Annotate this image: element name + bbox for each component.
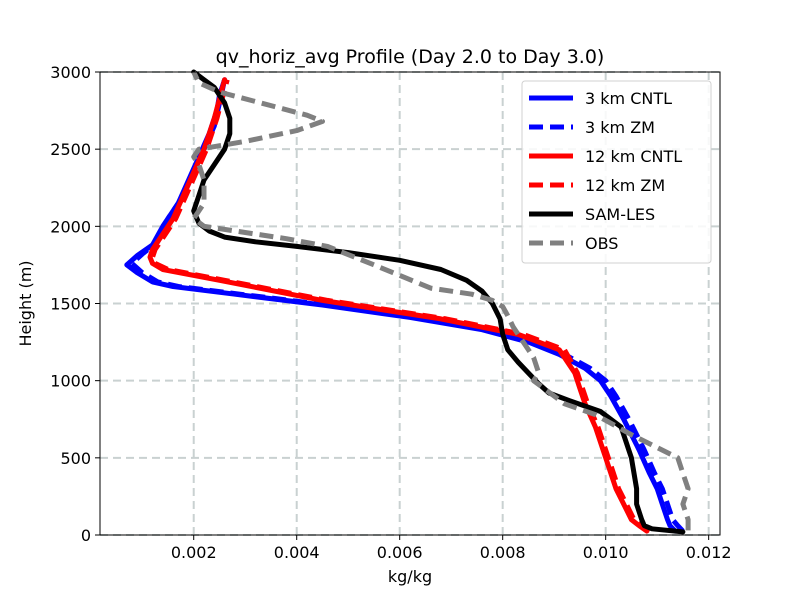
x-tick-label: 0.004 (274, 543, 320, 562)
x-axis-label: kg/kg (388, 567, 432, 586)
x-tick-label: 0.012 (686, 543, 732, 562)
x-tick-label: 0.010 (583, 543, 629, 562)
plot-series (124, 69, 691, 535)
legend-label: 12 km CNTL (585, 147, 682, 166)
legend-label: 3 km ZM (585, 118, 655, 137)
x-tick-label: 0.002 (171, 543, 217, 562)
legend-label: SAM-LES (585, 205, 655, 224)
y-axis-label: Height (m) (16, 260, 35, 346)
legend-label: 3 km CNTL (585, 89, 672, 108)
y-tick-label: 2500 (50, 140, 91, 159)
legend-box (521, 80, 712, 264)
y-tick-label: 3000 (50, 63, 91, 82)
series-line-sam-les (191, 69, 686, 535)
y-tick-label: 500 (60, 449, 91, 468)
axis-ticks: 0.002 0.004 0.006 0.008 0.010 0.012 0 500 1000 15… (50, 63, 731, 562)
series-line-12-km-zm (150, 79, 651, 534)
legend-label: OBS (585, 234, 618, 253)
y-tick-label: 1500 (50, 295, 91, 314)
y-tick-label: 0 (81, 526, 91, 545)
chart-title: qv_horiz_avg Profile (Day 2.0 to Day 3.0… (216, 46, 605, 68)
y-tick-label: 2000 (50, 217, 91, 236)
legend-label: 12 km ZM (585, 176, 665, 195)
series-line-obs (191, 70, 691, 531)
y-tick-label: 1000 (50, 372, 91, 391)
x-tick-label: 0.008 (480, 543, 526, 562)
legend: 3 km CNTL 3 km ZM 12 km CNTL 12 km ZM SAM-LE… (521, 80, 712, 264)
x-tick-label: 0.006 (377, 543, 423, 562)
